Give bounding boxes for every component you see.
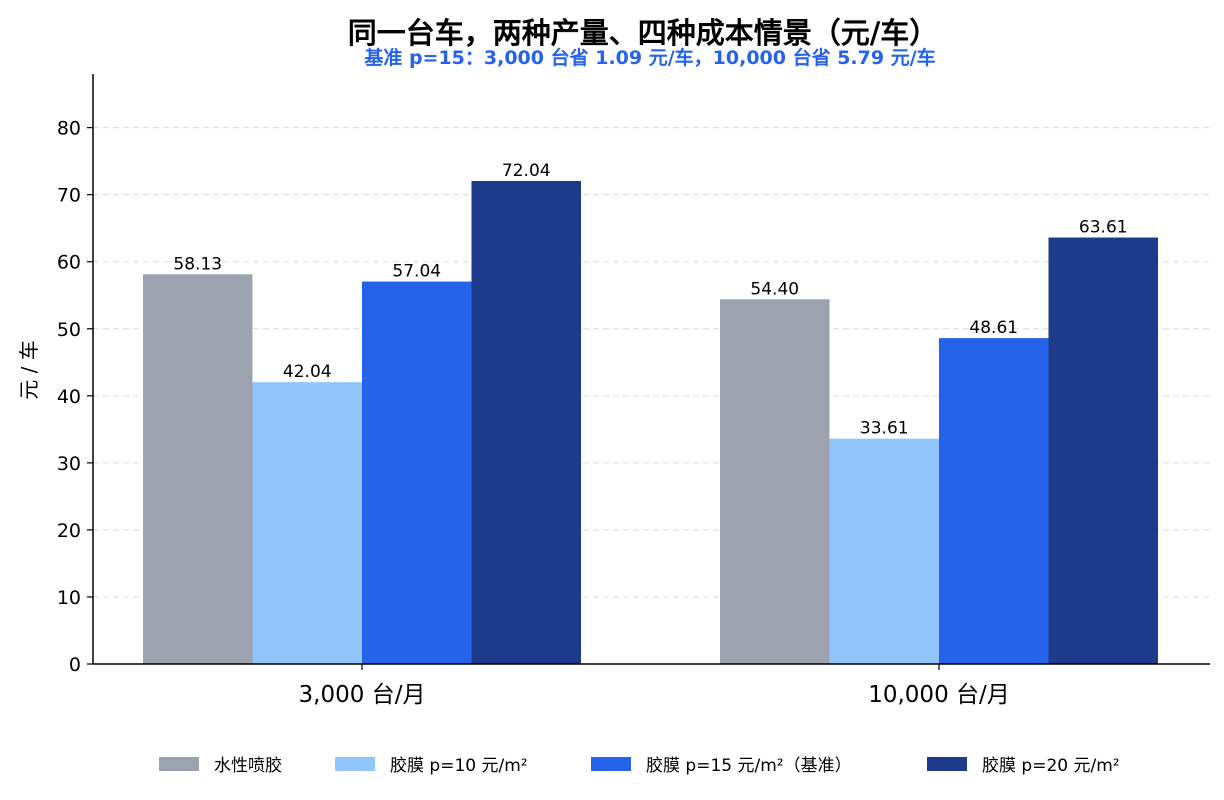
data-label: 58.13: [173, 254, 222, 274]
x-tick-label: 10,000 台/月: [868, 682, 1010, 708]
legend: 水性喷胶 胶膜 p=10 元/m² 胶膜 p=15 元/m²（基准） 胶膜 p=20 …: [159, 756, 1120, 776]
y-tick-label: 70: [57, 185, 81, 207]
y-tick-label: 80: [57, 118, 81, 140]
data-label: 48.61: [969, 318, 1018, 338]
data-label: 33.61: [860, 419, 909, 439]
data-label: 42.04: [283, 362, 332, 382]
y-tick-label: 10: [57, 587, 81, 609]
legend-swatch: [927, 757, 967, 771]
legend-label: 胶膜 p=20 元/m²: [982, 756, 1120, 776]
data-label: 57.04: [392, 262, 441, 282]
data-label: 72.04: [502, 161, 551, 181]
chart-title: 同一台车，两种产量、四种成本情景（元/车）: [348, 16, 939, 50]
y-tick-label: 60: [57, 252, 81, 274]
bars: [143, 181, 1158, 664]
bar: [829, 438, 939, 664]
x-tick-label: 3,000 台/月: [299, 682, 426, 708]
legend-swatch: [335, 757, 375, 771]
data-label: 54.40: [750, 279, 799, 299]
bar: [1048, 237, 1158, 664]
legend-swatch: [159, 757, 199, 771]
y-tick-label: 40: [57, 386, 81, 408]
legend-label: 水性喷胶: [214, 756, 282, 776]
axes: 0 10 20 30 40 50 60 70 80 3,000 台/月 10,000 台/月: [57, 74, 1210, 708]
chart-subtitle: 基准 p=15：3,000 台省 1.09 元/车，10,000 台省 5.79…: [363, 46, 935, 69]
bar: [143, 274, 253, 664]
bar: [720, 299, 830, 664]
legend-label: 胶膜 p=15 元/m²（基准）: [646, 756, 852, 776]
bar: [471, 181, 581, 664]
legend-swatch: [591, 757, 631, 771]
y-tick-label: 20: [57, 520, 81, 542]
bar: [939, 338, 1049, 664]
y-axis-label: 元 / 车: [17, 340, 41, 399]
bar: [362, 281, 472, 664]
y-tick-label: 30: [57, 453, 81, 475]
y-tick-label: 0: [69, 654, 81, 676]
legend-label: 胶膜 p=10 元/m²: [390, 756, 528, 776]
data-labels: 58.13 42.04 57.04 72.04 54.40 33.61 48.61 63.61: [173, 161, 1127, 439]
data-label: 63.61: [1079, 218, 1128, 238]
bar: [252, 382, 362, 664]
y-tick-label: 50: [57, 319, 81, 341]
